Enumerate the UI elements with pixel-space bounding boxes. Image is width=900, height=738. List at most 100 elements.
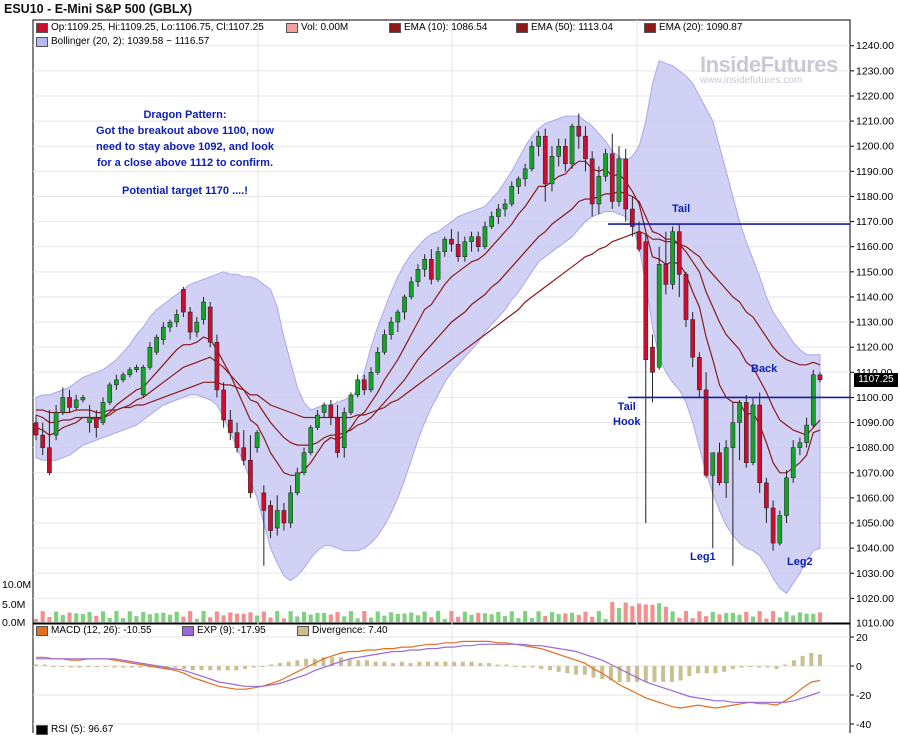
candle (563, 138, 568, 172)
candle-body (248, 459, 253, 494)
divergence-bar (696, 666, 701, 674)
divergence-bar (86, 666, 91, 667)
volume-bar (536, 611, 541, 622)
candle (53, 404, 59, 441)
volume-bar (174, 611, 179, 622)
volume-bar (248, 612, 253, 622)
candle-body (281, 510, 287, 524)
candle-body (542, 135, 548, 185)
candle (569, 123, 575, 169)
divergence-bar (530, 666, 535, 668)
volume-bar (777, 617, 782, 622)
candle (328, 399, 334, 426)
volume-bar (255, 615, 260, 622)
price-tick-label: 1010.00 (856, 618, 894, 630)
dragon-note-line (70, 171, 300, 183)
price-tick-label: 1210.00 (856, 116, 894, 128)
divergence-bar (138, 666, 143, 668)
price-tick-label: 1130.00 (856, 317, 893, 329)
macd-tick-label: 0 (856, 661, 862, 673)
volume-bar (335, 611, 340, 622)
candle-body (147, 346, 153, 368)
candle-body (482, 226, 488, 247)
volume-bar (704, 616, 709, 622)
candle-body (181, 289, 186, 313)
candle (750, 397, 756, 466)
candle (167, 319, 173, 333)
candle (764, 477, 769, 524)
candle-body (723, 447, 729, 484)
volume-bar (268, 617, 273, 622)
divergence-bar (34, 664, 38, 666)
rsi-panel-frame (32, 723, 851, 737)
volume-bar (724, 613, 729, 622)
back-label: Back (751, 363, 778, 375)
volume-bar (301, 611, 307, 622)
candle (154, 334, 159, 355)
candle-body (569, 125, 575, 165)
price-tick-label: 1220.00 (856, 90, 894, 102)
volume-bar (33, 619, 39, 622)
candle (214, 334, 220, 398)
divergence-bar (269, 664, 274, 666)
candle-body (750, 404, 756, 463)
volume-bar (576, 614, 581, 622)
volume-bar (208, 617, 213, 622)
divergence-bar (391, 663, 396, 666)
candle (160, 322, 166, 345)
volume-tick-label: 0.0M (2, 617, 25, 629)
volume-bar (657, 603, 662, 622)
candle (556, 138, 561, 167)
divergence-bar (243, 666, 248, 669)
macd-legend: MACD (12, 26): -10.55 EXP (9): -17.95 Di… (34, 625, 849, 639)
divergence-bar (669, 666, 674, 682)
volume-bar (502, 616, 508, 622)
candle (422, 254, 427, 277)
candle (335, 404, 340, 458)
candle-body (770, 507, 776, 544)
candle-body (127, 369, 133, 376)
candle-body (556, 145, 561, 157)
divergence-bar (68, 666, 73, 668)
divergence-bar (121, 666, 126, 668)
divergence-bar (791, 660, 796, 666)
divergence-bar (513, 666, 518, 667)
candle (408, 276, 414, 300)
volume-bar (791, 615, 796, 622)
divergence-bar (304, 658, 309, 666)
divergence-bar (452, 661, 457, 666)
candle-body (690, 319, 696, 358)
volume-bar (616, 608, 622, 622)
volume-legend-text: Vol: 0.00M (301, 22, 349, 33)
volume-bar (717, 614, 722, 622)
volume-bar (811, 613, 816, 622)
candle-body (810, 374, 816, 426)
candle (435, 246, 441, 282)
volume-bar (730, 612, 735, 622)
price-tick-label: 1100.00 (856, 392, 893, 404)
candle (261, 485, 267, 566)
candle-body (717, 452, 722, 484)
divergence-bar (626, 666, 631, 682)
divergence-bar (765, 666, 770, 668)
candle (234, 422, 240, 453)
divergence-bar (678, 666, 683, 681)
candle-body (502, 203, 508, 210)
candle-body (308, 427, 314, 453)
macd-line (36, 640, 821, 709)
divergence-bar (687, 666, 692, 677)
volume-bar (409, 612, 414, 622)
ema50-line (36, 230, 821, 419)
volume-bar (697, 611, 702, 622)
candle (442, 236, 448, 257)
volume-bar (141, 611, 146, 622)
candle-body (670, 231, 675, 285)
volume-bar (154, 613, 159, 622)
volume-bar (610, 602, 615, 622)
rsi-swatch (36, 724, 48, 735)
candle-body (382, 334, 387, 353)
candle (415, 264, 421, 287)
ohlc-legend-text: Op:1109.25, Hi:1109.25, Lo:1106.75, Cl:1… (51, 22, 264, 33)
